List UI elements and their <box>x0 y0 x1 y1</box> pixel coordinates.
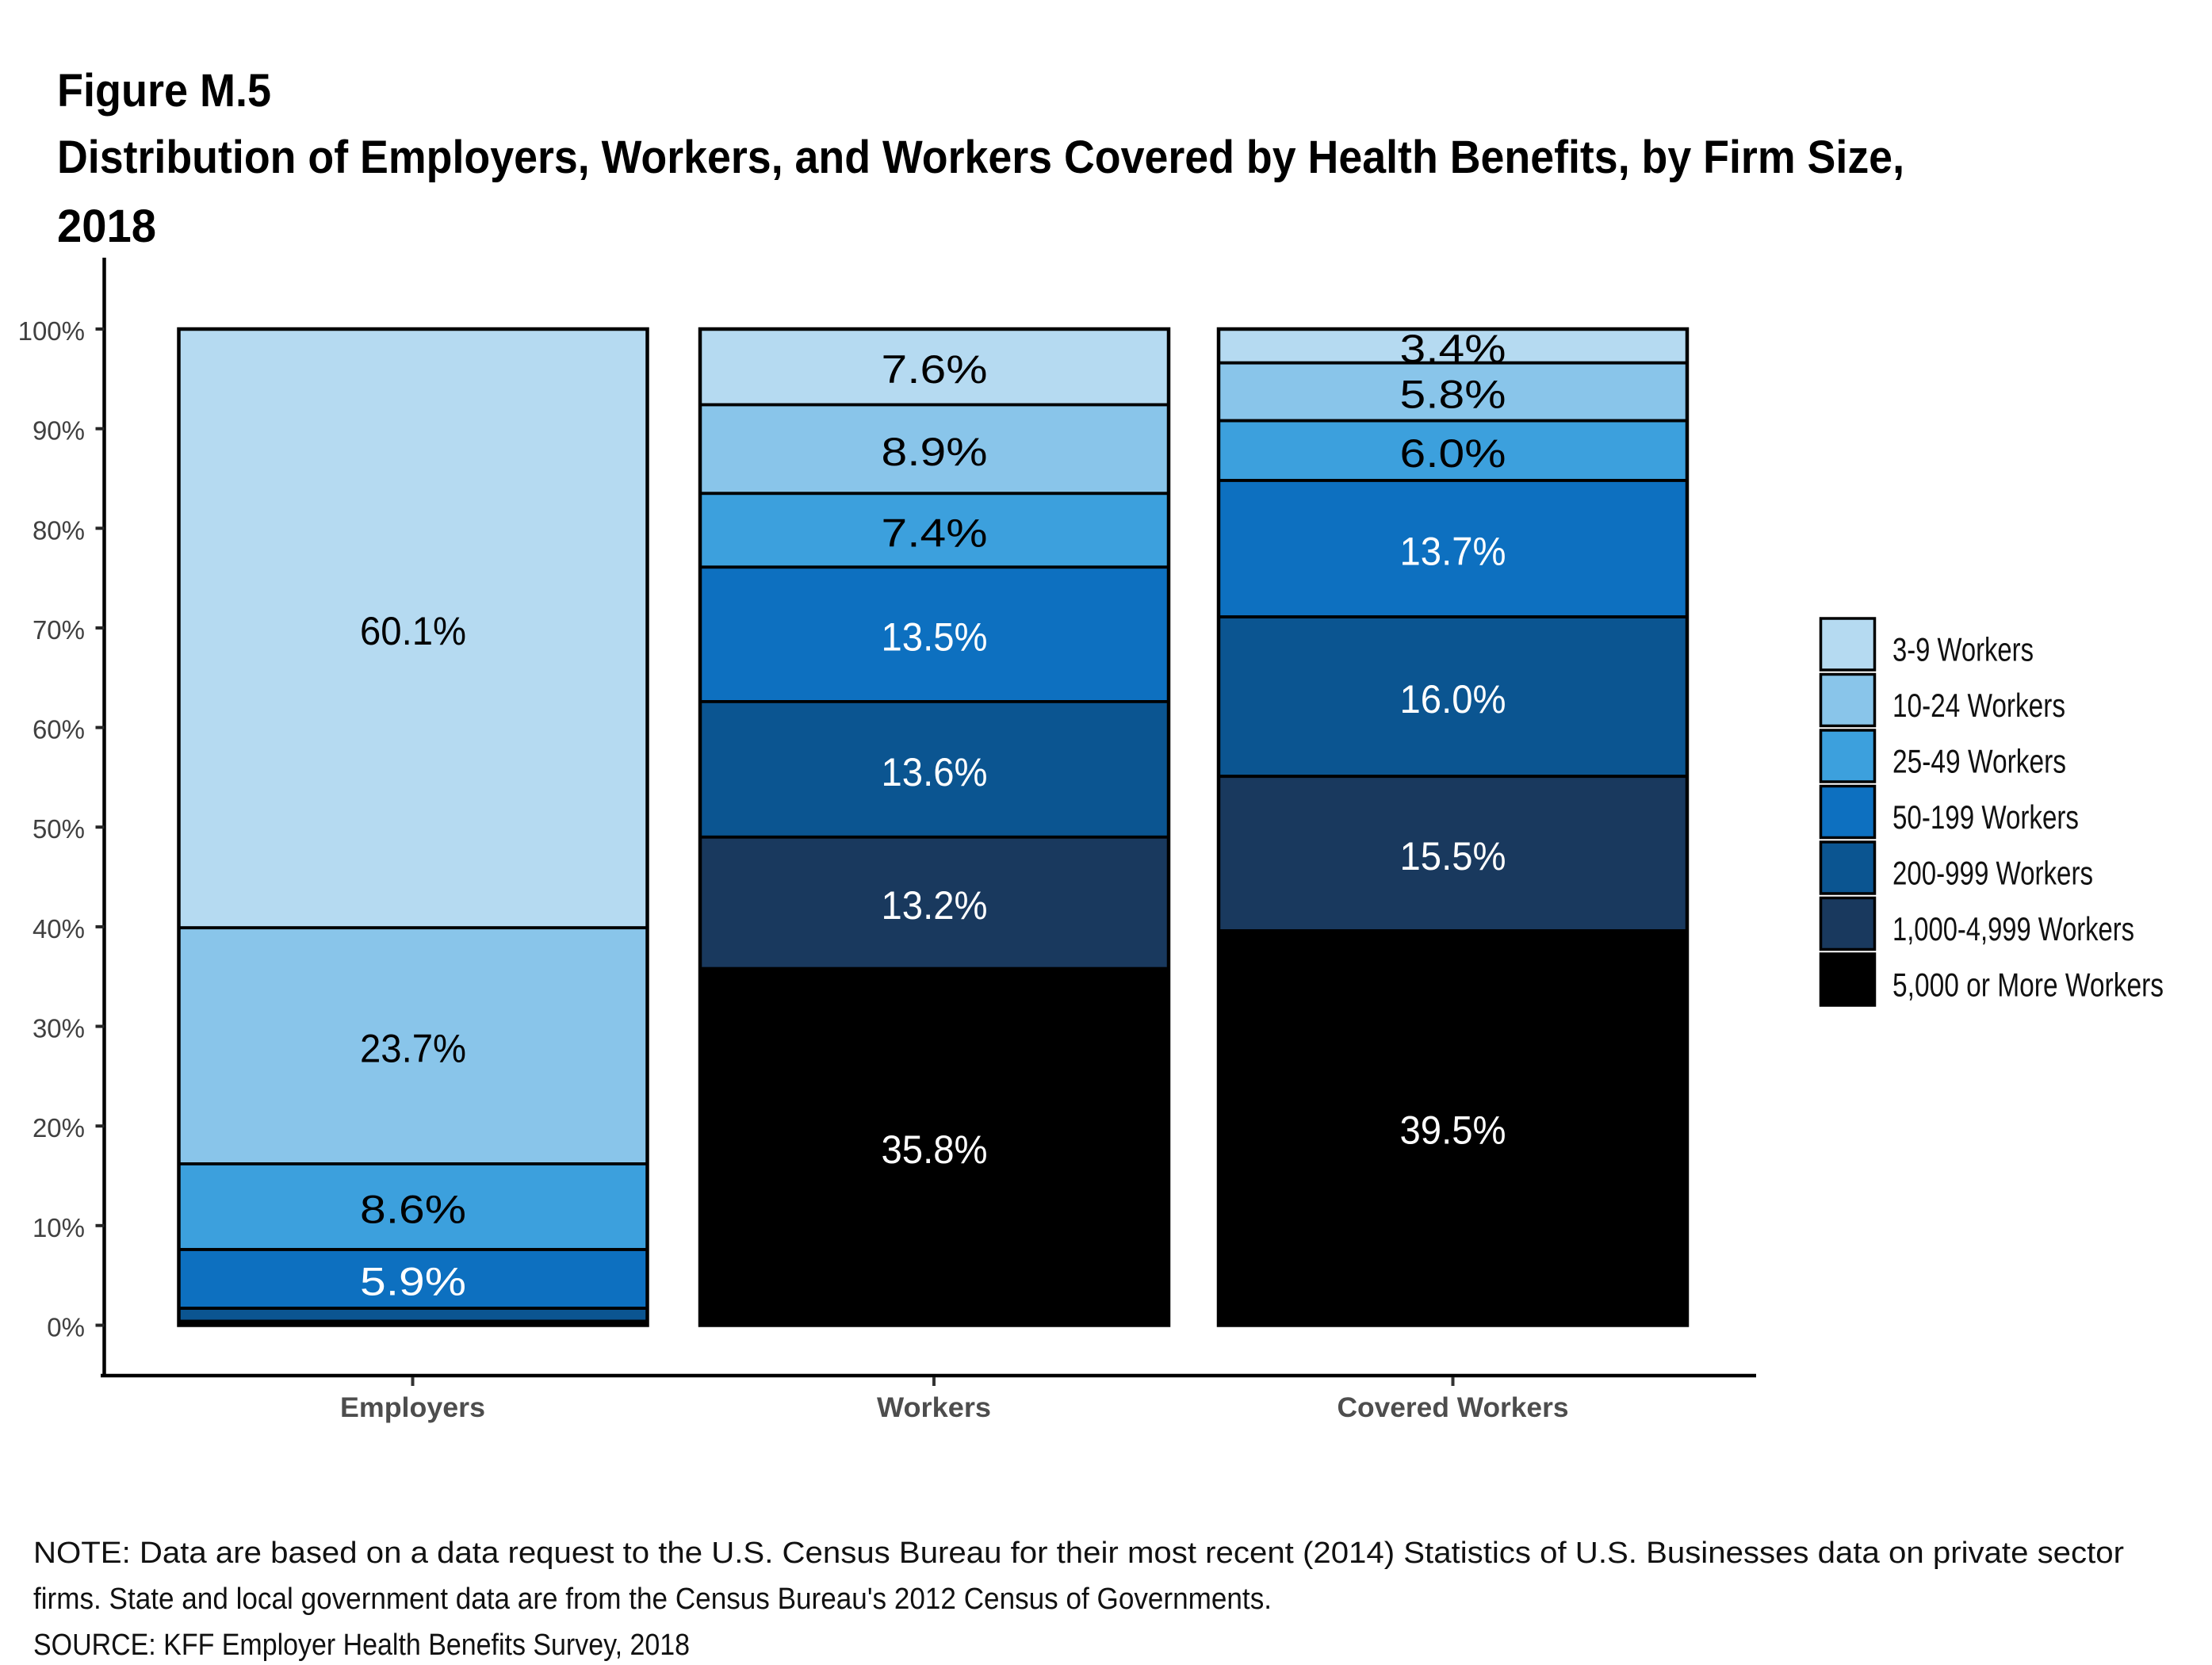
svg-text:60.1%: 60.1% <box>360 609 466 653</box>
svg-text:Workers: Workers <box>877 1392 991 1423</box>
svg-text:60%: 60% <box>33 715 85 744</box>
svg-text:3-9 Workers: 3-9 Workers <box>1892 631 2034 668</box>
svg-text:SOURCE: KFF Employer Health Be: SOURCE: KFF Employer Health Benefits Sur… <box>33 1629 690 1662</box>
svg-text:39.5%: 39.5% <box>1400 1108 1506 1153</box>
svg-text:firms. State and local governm: firms. State and local government data a… <box>33 1583 1272 1616</box>
svg-text:NOTE: Data are based on a data: NOTE: Data are based on a data request t… <box>33 1537 2124 1570</box>
svg-text:5.8%: 5.8% <box>1400 373 1506 417</box>
svg-text:3.4%: 3.4% <box>1400 327 1506 371</box>
svg-text:80%: 80% <box>33 515 85 545</box>
svg-text:100%: 100% <box>18 316 85 346</box>
svg-text:7.4%: 7.4% <box>882 511 988 555</box>
svg-text:Employers: Employers <box>340 1392 485 1423</box>
svg-text:20%: 20% <box>33 1113 85 1143</box>
svg-text:70%: 70% <box>33 615 85 645</box>
svg-text:2018: 2018 <box>57 201 156 252</box>
svg-text:16.0%: 16.0% <box>1400 677 1506 722</box>
svg-text:15.5%: 15.5% <box>1400 834 1506 878</box>
svg-text:13.2%: 13.2% <box>882 883 988 928</box>
svg-text:10%: 10% <box>33 1213 85 1242</box>
svg-text:40%: 40% <box>33 914 85 944</box>
svg-text:50%: 50% <box>33 814 85 844</box>
svg-text:8.6%: 8.6% <box>360 1188 466 1232</box>
svg-text:6.0%: 6.0% <box>1400 431 1506 476</box>
svg-text:5,000 or More Workers: 5,000 or More Workers <box>1892 966 2164 1004</box>
svg-text:50-199 Workers: 50-199 Workers <box>1892 798 2079 836</box>
svg-text:5.9%: 5.9% <box>360 1260 466 1304</box>
svg-text:0%: 0% <box>47 1313 85 1342</box>
svg-text:23.7%: 23.7% <box>360 1027 466 1071</box>
svg-text:35.8%: 35.8% <box>882 1127 988 1172</box>
svg-text:30%: 30% <box>33 1014 85 1043</box>
svg-text:90%: 90% <box>33 416 85 446</box>
svg-text:Distribution of Employers, Wor: Distribution of Employers, Workers, and … <box>57 132 1904 183</box>
svg-text:25-49 Workers: 25-49 Workers <box>1892 743 2066 780</box>
svg-text:Figure M.5: Figure M.5 <box>57 65 271 117</box>
svg-text:8.9%: 8.9% <box>882 430 988 474</box>
svg-text:10-24 Workers: 10-24 Workers <box>1892 687 2065 724</box>
svg-text:13.6%: 13.6% <box>882 750 988 794</box>
svg-text:13.7%: 13.7% <box>1400 530 1506 574</box>
svg-text:Covered Workers: Covered Workers <box>1338 1392 1569 1423</box>
svg-text:1,000-4,999 Workers: 1,000-4,999 Workers <box>1892 910 2134 947</box>
svg-text:7.6%: 7.6% <box>882 347 988 392</box>
svg-text:200-999 Workers: 200-999 Workers <box>1892 855 2093 892</box>
svg-text:13.5%: 13.5% <box>882 615 988 660</box>
